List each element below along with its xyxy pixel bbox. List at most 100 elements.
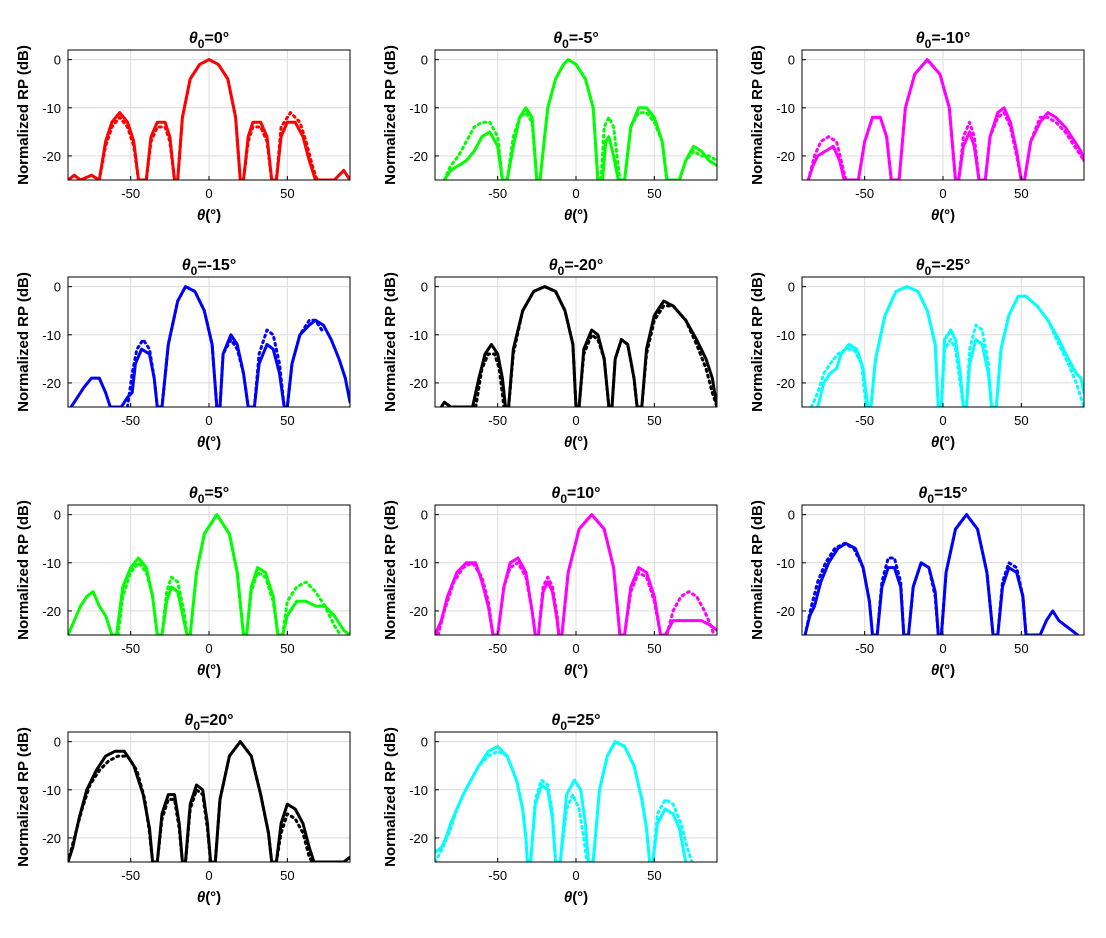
- x-tick-label: 0: [572, 868, 579, 883]
- x-axis-label: θ(°): [197, 662, 221, 679]
- y-axis-label: Normalized RP (dB): [15, 727, 32, 867]
- y-tick-label: 0: [421, 508, 428, 523]
- x-axis-label: θ(°): [931, 662, 955, 679]
- y-tick-label: -10: [409, 556, 428, 571]
- y-tick-label: -20: [42, 149, 61, 164]
- y-tick-label: -20: [409, 376, 428, 391]
- series-line-simulated: [68, 740, 314, 862]
- x-tick-label: 50: [1014, 641, 1028, 656]
- y-tick-label: 0: [421, 280, 428, 295]
- y-axis-label: Normalized RP (dB): [382, 500, 399, 640]
- chart-title: θ0=10°: [551, 485, 600, 506]
- x-tick-label: 0: [939, 641, 946, 656]
- series-line-simulated: [116, 513, 343, 635]
- chart-panel-10: -50 0 50 0 -10 -20 θ0=20° θ(°) Normalized RP (dB…: [15, 712, 351, 906]
- y-tick-label: 0: [54, 280, 61, 295]
- y-axis-label: Normalized RP (dB): [382, 272, 399, 412]
- series-line-simulated: [436, 513, 716, 635]
- y-tick-label: -10: [776, 556, 795, 571]
- y-tick-label: -10: [409, 101, 428, 116]
- series-group: [68, 513, 350, 635]
- x-tick-label: 50: [1014, 413, 1028, 428]
- x-tick-label: 50: [647, 641, 661, 656]
- x-tick-label: 0: [572, 186, 579, 201]
- x-axis-label: θ(°): [197, 889, 221, 906]
- x-tick-label: -50: [488, 868, 507, 883]
- x-tick-label: -50: [855, 413, 874, 428]
- chart-panel-9: -50 0 50 0 -10 -20 θ0=15° θ(°) Normalized RP (dB…: [749, 485, 1085, 679]
- x-tick-label: -50: [488, 186, 507, 201]
- x-axis-label: θ(°): [564, 434, 588, 451]
- y-tick-label: 0: [54, 735, 61, 750]
- chart-panel-2: -50 0 50 0 -10 -20 θ0=-5° θ(°) Normalized RP (dB…: [382, 30, 718, 224]
- chart-panel-7: -50 0 50 0 -10 -20 θ0=5° θ(°) Normalized RP (dB): [15, 485, 351, 679]
- x-axis-label: θ(°): [564, 207, 588, 224]
- y-tick-label: -20: [409, 831, 428, 846]
- x-tick-label: 50: [280, 868, 294, 883]
- y-axis-label: Normalized RP (dB): [749, 500, 766, 640]
- series-group: [69, 285, 350, 407]
- series-group: [68, 58, 350, 180]
- series-line-simulated: [803, 513, 1028, 635]
- y-tick-label: 0: [54, 53, 61, 68]
- x-tick-label: 50: [1014, 186, 1028, 201]
- y-tick-label: -10: [409, 783, 428, 798]
- series-line-simulated: [806, 58, 1084, 180]
- chart-title: θ0=25°: [551, 712, 600, 733]
- x-tick-label: -50: [121, 641, 140, 656]
- chart-title: θ0=15°: [918, 485, 967, 506]
- chart-title: θ0=0°: [189, 30, 229, 51]
- series-group: [439, 285, 717, 407]
- chart-title: θ0=-20°: [549, 257, 603, 278]
- y-tick-label: -20: [776, 376, 795, 391]
- x-tick-label: -50: [488, 641, 507, 656]
- x-tick-label: -50: [121, 868, 140, 883]
- chart-title: θ0=20°: [184, 712, 233, 733]
- series-line-measured: [439, 285, 717, 407]
- y-axis-label: Normalized RP (dB): [382, 45, 399, 185]
- x-axis-label: θ(°): [931, 207, 955, 224]
- x-axis-label: θ(°): [931, 434, 955, 451]
- x-tick-label: 0: [205, 413, 212, 428]
- y-tick-label: 0: [421, 53, 428, 68]
- y-tick-label: -10: [776, 328, 795, 343]
- x-tick-label: 0: [205, 868, 212, 883]
- chart-title: θ0=5°: [189, 485, 229, 506]
- chart-title: θ0=-15°: [182, 257, 236, 278]
- x-tick-label: 0: [939, 186, 946, 201]
- y-tick-label: -20: [42, 604, 61, 619]
- x-tick-label: 50: [647, 868, 661, 883]
- x-axis-label: θ(°): [564, 662, 588, 679]
- x-tick-label: -50: [121, 186, 140, 201]
- y-tick-label: -10: [776, 101, 795, 116]
- series-line-simulated: [474, 285, 717, 407]
- y-tick-label: 0: [54, 508, 61, 523]
- series-group: [809, 285, 1084, 407]
- chart-title: θ0=-5°: [553, 30, 599, 51]
- y-tick-label: -20: [42, 376, 61, 391]
- chart-panel-8: -50 0 50 0 -10 -20 θ0=10° θ(°) Normalized RP (dB…: [382, 485, 718, 679]
- y-tick-label: 0: [788, 508, 795, 523]
- x-axis-label: θ(°): [197, 207, 221, 224]
- series-line-measured: [68, 513, 350, 635]
- x-tick-label: 0: [572, 641, 579, 656]
- y-tick-label: -10: [42, 328, 61, 343]
- y-tick-label: -20: [42, 831, 61, 846]
- y-tick-label: -20: [409, 149, 428, 164]
- x-tick-label: 50: [647, 413, 661, 428]
- x-tick-label: 50: [280, 641, 294, 656]
- series-group: [442, 58, 717, 180]
- chart-title: θ0=-25°: [916, 257, 970, 278]
- x-tick-label: -50: [855, 186, 874, 201]
- x-tick-label: -50: [488, 413, 507, 428]
- series-group: [435, 513, 717, 635]
- y-tick-label: 0: [421, 735, 428, 750]
- chart-panel-3: -50 0 50 0 -10 -20 θ0=-10° θ(°) Normalized RP (d…: [749, 30, 1085, 224]
- y-axis-label: Normalized RP (dB): [382, 727, 399, 867]
- x-tick-label: -50: [121, 413, 140, 428]
- series-line-measured: [68, 740, 350, 862]
- series-line-simulated: [126, 285, 324, 407]
- chart-panel-1: -50 0 50 0 -10 -20 θ0=0° θ(°) Normalized RP (dB): [15, 30, 351, 224]
- chart-panel-5: -50 0 50 0 -10 -20 θ0=-20° θ(°) Normalized RP (d…: [382, 257, 718, 451]
